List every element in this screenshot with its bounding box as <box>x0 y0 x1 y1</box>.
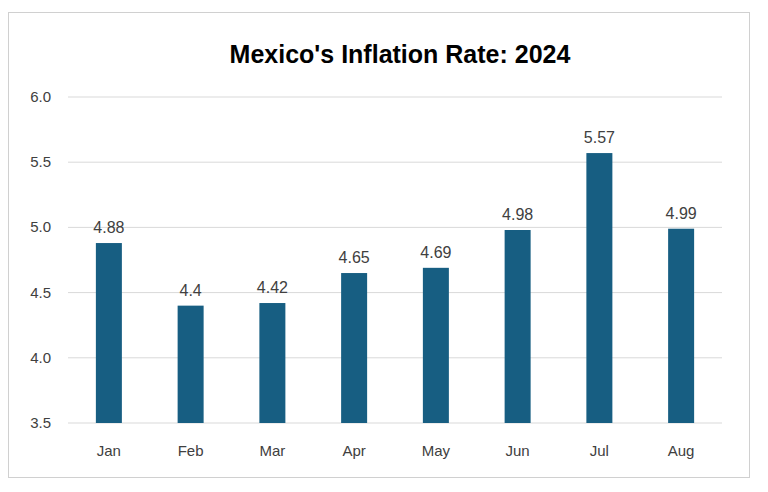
x-tick-label: Jul <box>590 442 609 459</box>
grid-line <box>68 292 722 293</box>
grid-line <box>68 357 722 358</box>
grid-line <box>68 423 722 424</box>
bar <box>586 153 612 423</box>
grid-line <box>68 227 722 228</box>
y-tick-label: 5.5 <box>30 153 51 170</box>
data-label: 4.65 <box>339 249 370 266</box>
x-tick-label: Aug <box>668 442 695 459</box>
y-tick-label: 5.0 <box>30 218 51 235</box>
bar <box>178 306 204 423</box>
chart-title: Mexico's Inflation Rate: 2024 <box>230 40 571 68</box>
data-label: 4.42 <box>257 279 288 296</box>
y-tick-label: 4.0 <box>30 349 51 366</box>
data-label: 4.4 <box>180 282 202 299</box>
bar <box>259 303 285 423</box>
data-label: 4.98 <box>502 206 533 223</box>
bar <box>668 229 694 423</box>
grid-line <box>68 162 722 163</box>
data-label: 4.99 <box>666 205 697 222</box>
data-label: 4.88 <box>93 219 124 236</box>
x-tick-label: Feb <box>178 442 204 459</box>
y-tick-label: 3.5 <box>30 414 51 431</box>
grid <box>68 97 722 423</box>
labels: 4.88 Jan 4.4 Feb 4.42 Mar 4.65 Apr 4.69 May 4.98 Ju… <box>93 129 696 459</box>
bar <box>505 230 531 423</box>
chart-frame <box>9 13 750 478</box>
data-label: 5.57 <box>584 129 615 146</box>
bar <box>96 243 122 423</box>
y-tick-label: 4.5 <box>30 284 51 301</box>
data-label: 4.69 <box>420 244 451 261</box>
x-tick-label: Jun <box>506 442 530 459</box>
y-tick-label: 6.0 <box>30 88 51 105</box>
bars <box>96 153 694 423</box>
x-tick-label: May <box>422 442 451 459</box>
x-tick-label: Apr <box>342 442 365 459</box>
bar <box>341 273 367 423</box>
x-tick-label: Mar <box>259 442 285 459</box>
x-tick-label: Jan <box>97 442 121 459</box>
grid-line <box>68 97 722 98</box>
bar <box>423 268 449 423</box>
chart-root: Mexico's Inflation Rate: 2024 3.5 4.0 4.5 5.… <box>0 0 768 492</box>
